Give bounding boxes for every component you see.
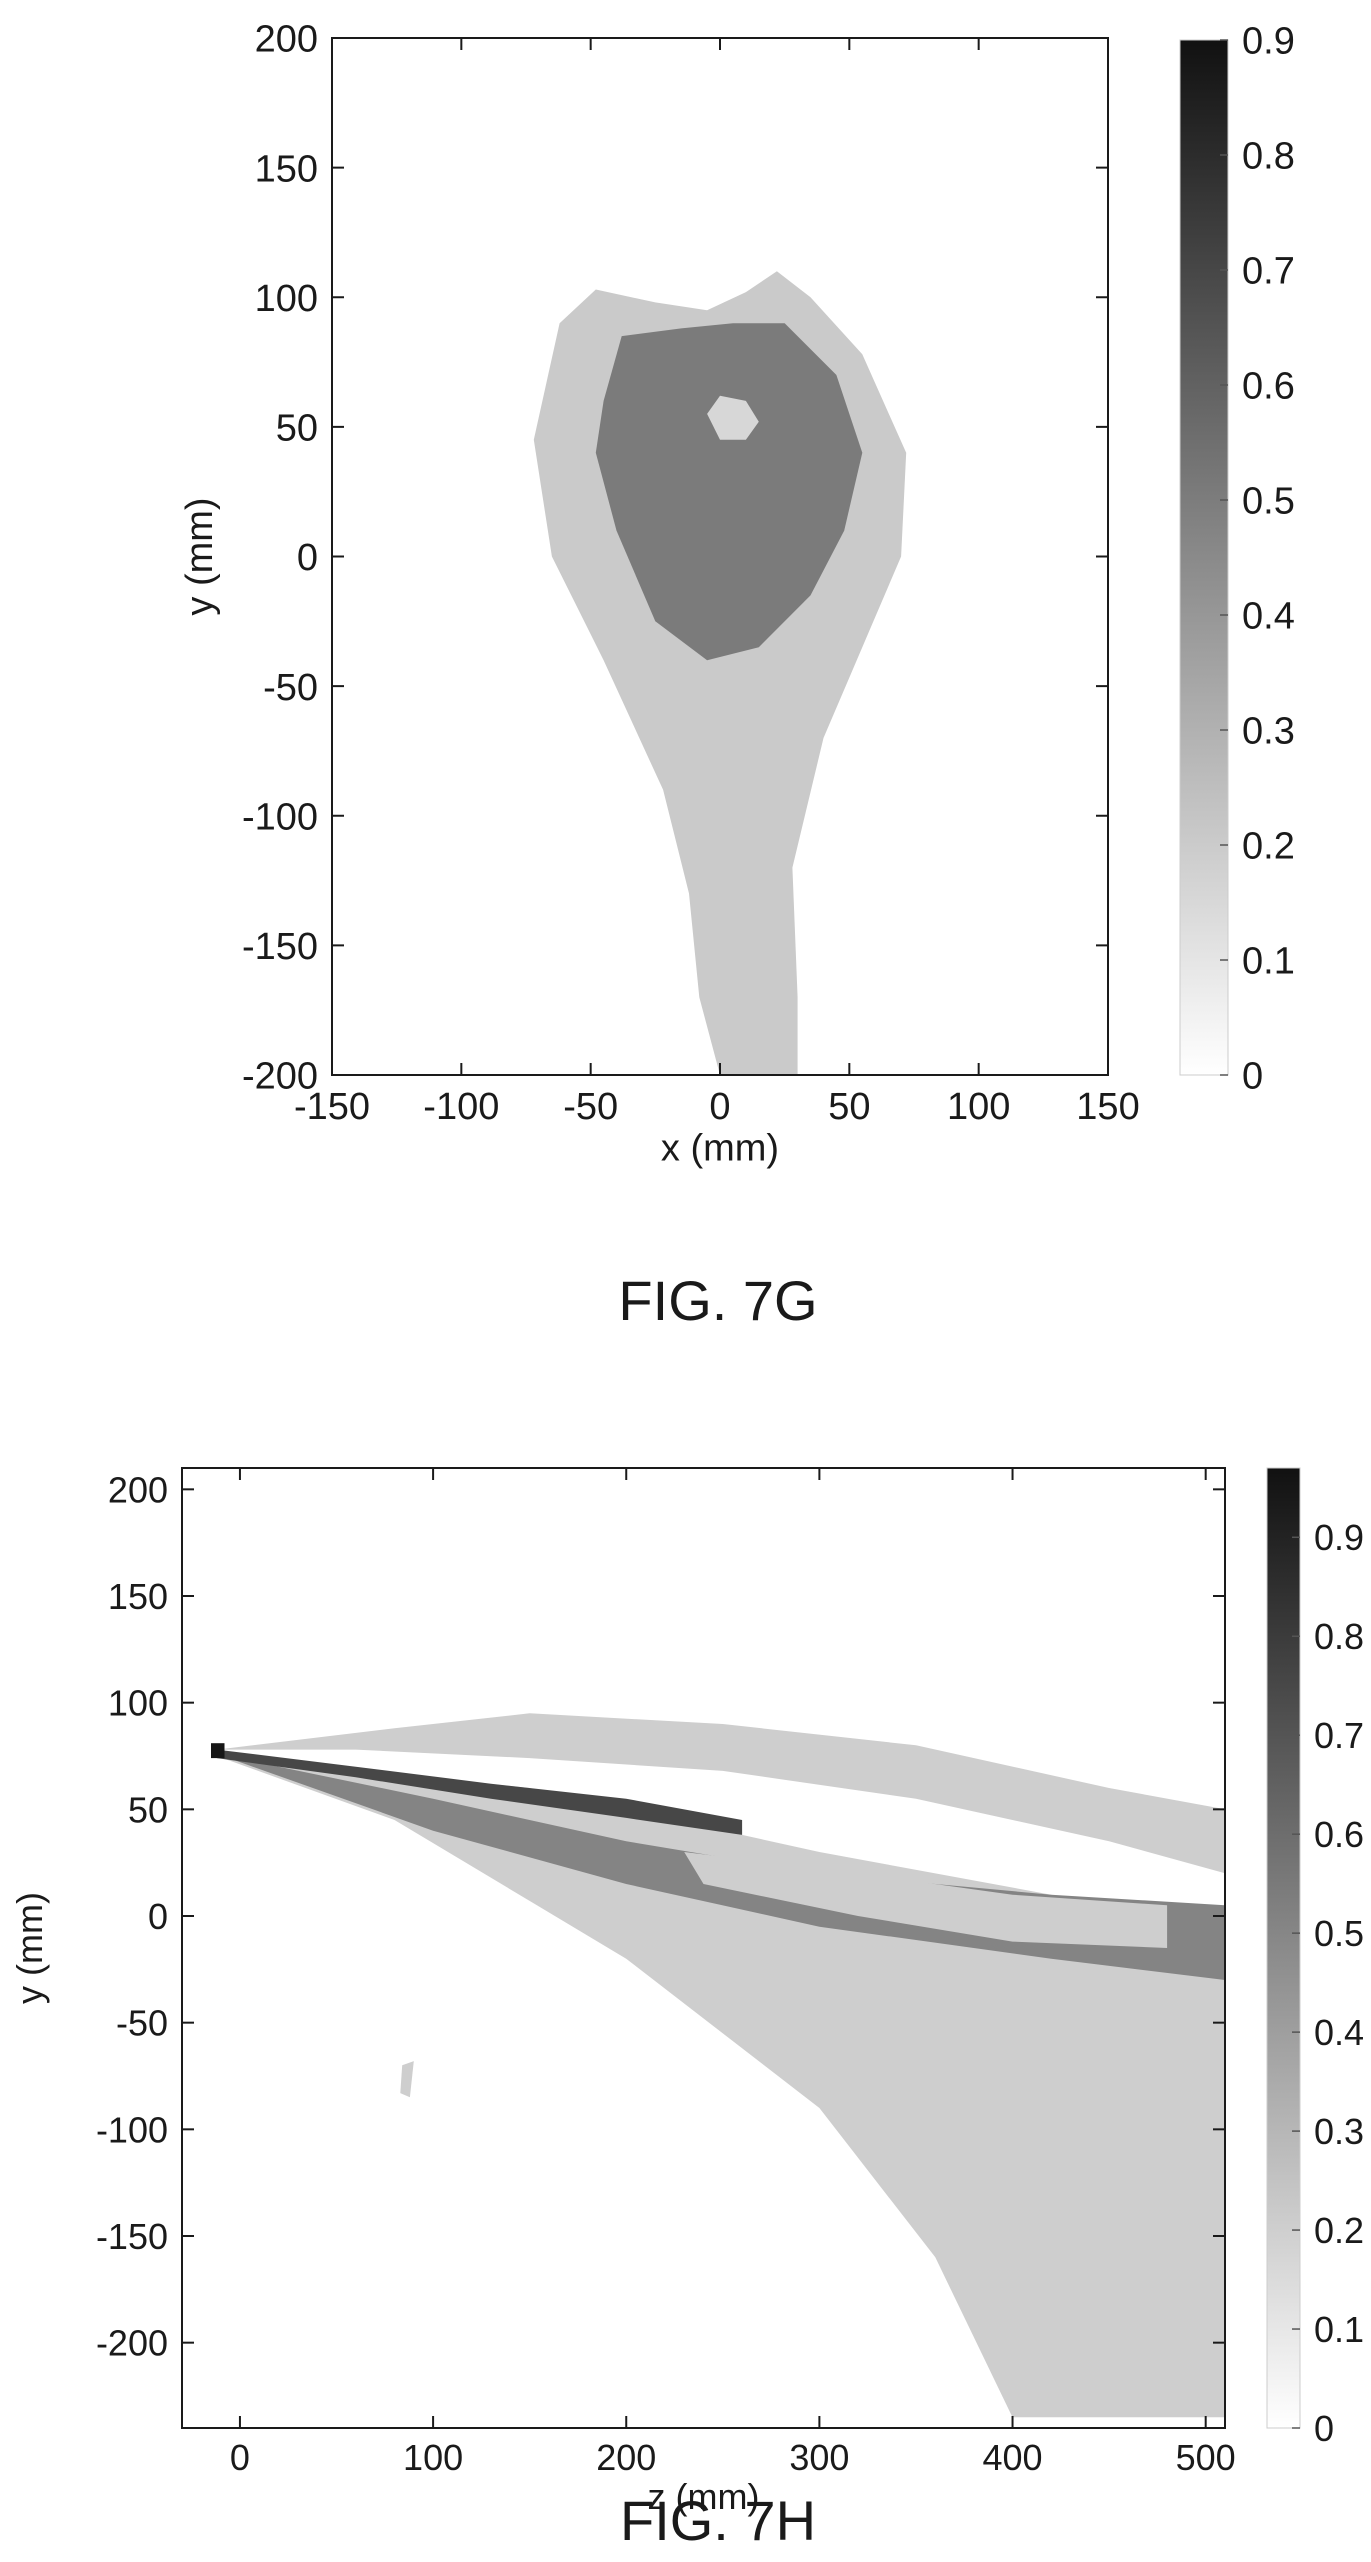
x-tick-label: 0 <box>709 1086 730 1128</box>
x-axis-label: x (mm) <box>661 1128 779 1170</box>
heatmap-region-core-streak <box>216 1749 743 1835</box>
plot-frame <box>181 1467 1226 2429</box>
y-tick-label: -100 <box>96 2109 168 2150</box>
x-tick-label: -100 <box>423 1086 499 1128</box>
y-tick-label: 150 <box>108 1576 168 1617</box>
x-tick-label: 100 <box>403 2437 463 2478</box>
colorbar-tick-label: 0.7 <box>1314 1715 1364 1756</box>
y-tick-label: 150 <box>255 148 318 190</box>
y-tick-label: 0 <box>148 1896 168 1937</box>
y-tick-label: 200 <box>108 1469 168 1510</box>
colorbar-tick-label: 0 <box>1242 1056 1263 1098</box>
x-tick-label: 50 <box>828 1086 870 1128</box>
chart-fig-7h: 0 100 200 300 400 500 -200 -150 -100 -50 0 50 100 150… <box>9 1467 1364 2552</box>
heatmap-region-core <box>595 323 863 661</box>
y-tick-label: 50 <box>128 1789 168 1830</box>
x-tick-label: 100 <box>947 1086 1010 1128</box>
x-tick-label: 500 <box>1176 2437 1236 2478</box>
colorbar-tick-label: 0.4 <box>1242 596 1295 638</box>
y-tick-label: 0 <box>297 537 318 579</box>
caption-fig-7h: FIG. 7H <box>620 2489 816 2552</box>
y-axis-label: y (mm) <box>179 497 221 615</box>
y-tick-label: -150 <box>242 926 318 968</box>
y-axis-label: y (mm) <box>9 1892 50 2004</box>
colorbar-tick-label: 0.8 <box>1314 1616 1364 1657</box>
heatmap-region-upper-band <box>216 1713 1225 1874</box>
heatmap-region-lower-mid-band <box>684 1852 1168 1948</box>
chart-fig-7g: -150 -100 -50 0 50 100 150-200-150-100-5005010… <box>179 19 1295 1332</box>
heatmap-regions <box>211 1713 1225 2418</box>
colorbar-tick-label: 0 <box>1314 2408 1334 2449</box>
y-tick-label: 100 <box>108 1683 168 1724</box>
colorbar-tick-label: 0.8 <box>1242 136 1295 178</box>
y-tick-label: -50 <box>116 2003 168 2044</box>
colorbar-tick-label: 0.6 <box>1242 366 1295 408</box>
colorbar-tick-label: 0.6 <box>1314 1814 1364 1855</box>
colorbar-tick-label: 0.9 <box>1242 21 1295 63</box>
colorbar-tick-label: 0.2 <box>1242 826 1295 868</box>
y-tick-label: 50 <box>276 408 318 450</box>
heatmap-region-stray-blob <box>400 2061 414 2098</box>
colorbar-tick-label: 0.1 <box>1314 2309 1364 2350</box>
y-tick-label: -100 <box>242 796 318 838</box>
heatmap-7g: -150 -100 -50 0 50 100 150-200-150-100-5005010… <box>179 19 1295 1170</box>
y-tick-label: -200 <box>96 2323 168 2364</box>
x-tick-label: 400 <box>982 2437 1042 2478</box>
y-tick-label: -50 <box>263 667 318 709</box>
y-tick-label: -200 <box>242 1056 318 1098</box>
x-tick-label: 0 <box>230 2437 250 2478</box>
x-tick-label: 200 <box>596 2437 656 2478</box>
y-tick-label: 100 <box>255 278 318 320</box>
y-tick-label: -150 <box>96 2216 168 2257</box>
x-tick-label: 300 <box>789 2437 849 2478</box>
heatmap-region-nozzle-tip <box>211 1743 225 1759</box>
colorbar-tick-label: 0.7 <box>1242 251 1295 293</box>
colorbar-tick-label: 0.5 <box>1242 481 1295 523</box>
colorbar <box>1266 1467 1301 2429</box>
x-axis-label: z (mm) <box>648 2476 760 2517</box>
x-tick-label: -50 <box>563 1086 618 1128</box>
x-tick-label: -150 <box>294 1086 370 1128</box>
caption-fig-7g: FIG. 7G <box>618 1269 817 1332</box>
colorbar-tick-label: 0.3 <box>1314 2111 1364 2152</box>
heatmap-7h: 0 100 200 300 400 500 -200 -150 -100 -50 0 50 100 150… <box>9 1467 1364 2517</box>
colorbar <box>1179 39 1229 1076</box>
colorbar-tick-label: 0.9 <box>1314 1517 1364 1558</box>
colorbar-tick-label: 0.1 <box>1242 941 1295 983</box>
heatmap-region-center-spot <box>707 395 759 440</box>
colorbar-tick-label: 0.5 <box>1314 1913 1364 1954</box>
colorbar-tick-label: 0.2 <box>1314 2210 1364 2251</box>
heatmap-regions <box>533 271 907 1075</box>
x-tick-label: 150 <box>1076 1086 1139 1128</box>
y-tick-label: 200 <box>255 19 318 61</box>
colorbar-tick-label: 0.3 <box>1242 711 1295 753</box>
colorbar-tick-label: 0.4 <box>1314 2012 1364 2053</box>
